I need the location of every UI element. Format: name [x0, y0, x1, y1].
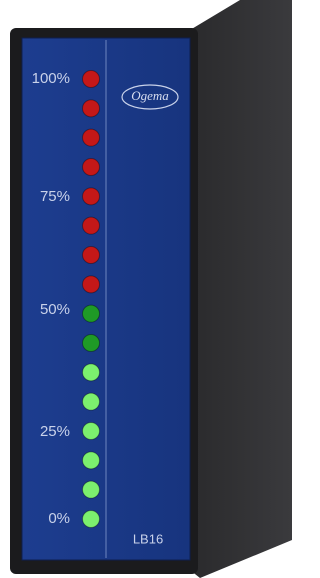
- scale-label: 75%: [40, 188, 70, 205]
- logo: Ogema: [131, 88, 169, 103]
- led: [83, 481, 100, 498]
- scale-label: 50%: [40, 301, 70, 318]
- led: [83, 276, 100, 293]
- led: [83, 100, 100, 117]
- led: [83, 423, 100, 440]
- led: [83, 393, 100, 410]
- scale-label: 100%: [32, 70, 70, 87]
- led: [83, 452, 100, 469]
- led: [83, 71, 100, 88]
- housing-side: [190, 0, 292, 578]
- device: Ogema LB16 100% 75% 50% 25% 0%: [0, 0, 293, 578]
- led: [83, 217, 100, 234]
- led: [83, 188, 100, 205]
- led: [83, 364, 100, 381]
- scale-label: 25%: [40, 423, 70, 440]
- led: [83, 335, 100, 352]
- led: [83, 129, 100, 146]
- led: [83, 247, 100, 264]
- led: [83, 159, 100, 176]
- led: [83, 305, 100, 322]
- model-label: LB16: [133, 531, 163, 546]
- led: [83, 511, 100, 528]
- scale-label: 0%: [48, 510, 70, 527]
